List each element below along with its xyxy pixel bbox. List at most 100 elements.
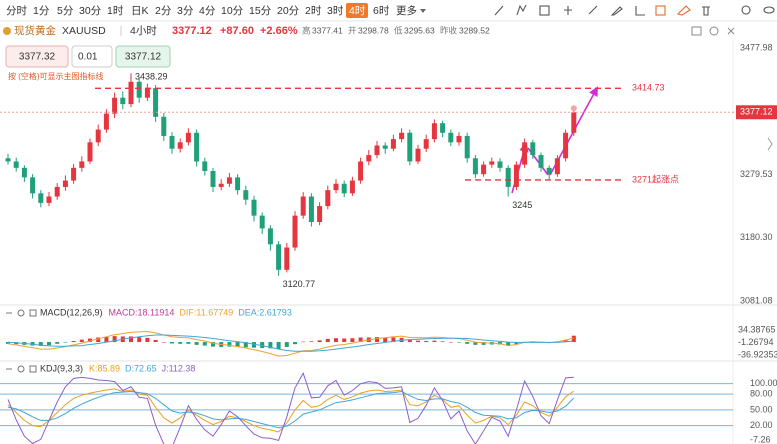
stat-value: 3298.78 xyxy=(358,25,389,35)
stat-value: 3295.63 xyxy=(404,25,435,35)
quote-field: 现货黄金 xyxy=(14,24,56,37)
macd-bar xyxy=(178,342,183,344)
stat-label: 开 xyxy=(348,25,357,35)
candle-body xyxy=(390,139,396,149)
timeframe-button[interactable]: 4分 xyxy=(199,5,216,17)
candle-body xyxy=(431,123,437,140)
candle-body xyxy=(243,190,249,200)
qty: 0.01 xyxy=(78,52,98,63)
candle-body xyxy=(358,161,364,181)
collapse[interactable] xyxy=(767,137,773,151)
macd-bar xyxy=(112,336,117,343)
candle-body xyxy=(267,228,273,245)
y-tick-label: 3180.30 xyxy=(740,232,773,242)
timeframe-button[interactable]: 1时 xyxy=(107,5,124,17)
macd-bar xyxy=(153,339,158,343)
y-tick-label: -36.92353 xyxy=(738,349,777,359)
panel-tools[interactable] xyxy=(691,26,735,36)
candle-body xyxy=(366,155,372,162)
timeframe-button[interactable]: 30分 xyxy=(79,5,102,17)
qty-box[interactable] xyxy=(71,45,113,68)
candle-body xyxy=(79,161,85,168)
timeframe-button[interactable]: 4时 xyxy=(349,5,366,17)
candle-body xyxy=(144,88,150,98)
timeframe-button[interactable]: 6时 xyxy=(373,5,390,17)
y-tick-label: 20.00 xyxy=(750,420,773,430)
macd-bar xyxy=(325,338,330,343)
candle-body xyxy=(423,139,429,149)
indicator-title: KDJ(9,3,3) xyxy=(40,363,83,373)
candle-body xyxy=(235,177,241,191)
macd-bar xyxy=(6,342,10,344)
macd-bar xyxy=(260,342,265,349)
macd-bar xyxy=(563,340,568,343)
candle-body xyxy=(513,164,519,187)
timeframe-button[interactable]: 10分 xyxy=(221,5,244,17)
timeframe-button[interactable]: 3时 xyxy=(327,5,344,17)
candle-body xyxy=(38,193,44,203)
macd-bar xyxy=(243,342,248,348)
macd-line xyxy=(7,334,574,352)
macd-bar xyxy=(194,342,199,345)
macd-bar xyxy=(358,337,363,343)
macd-bar xyxy=(407,339,412,343)
timeframe-button[interactable]: 2时 xyxy=(305,5,322,17)
candle-body xyxy=(538,155,544,168)
candle-body xyxy=(95,129,101,143)
candle-body xyxy=(308,196,314,223)
quote-field: 3377.12 xyxy=(172,25,212,37)
drawing-tools[interactable] xyxy=(494,4,775,16)
kdj-line xyxy=(7,390,575,429)
macd-bar xyxy=(375,337,379,343)
macd-bar xyxy=(301,341,306,343)
kdj-tools[interactable] xyxy=(6,365,37,373)
macd-bar xyxy=(79,339,84,343)
sell-price: 3377.32 xyxy=(19,52,56,63)
candle-body xyxy=(407,132,413,162)
timeframe-button[interactable]: 5分 xyxy=(57,5,74,17)
candle-body xyxy=(13,161,19,168)
legend-entry: D:72.65 xyxy=(125,363,157,373)
macd-tools[interactable] xyxy=(6,309,37,317)
candle-body xyxy=(341,183,347,194)
macd-bar xyxy=(571,335,576,343)
macd-bar xyxy=(38,342,43,346)
timeframe-button[interactable]: 日K xyxy=(131,5,149,17)
candle-body xyxy=(210,171,216,187)
candle-body xyxy=(546,167,552,175)
candle-body xyxy=(226,177,232,184)
last-price-label: 3377.12 xyxy=(740,107,773,117)
candle-body xyxy=(185,132,191,143)
y-tick-label: 3279.53 xyxy=(740,169,773,179)
macd-bar xyxy=(145,337,150,343)
macd-bar xyxy=(284,342,289,347)
timeframe-button[interactable]: 2分 xyxy=(155,5,172,17)
sell-box[interactable] xyxy=(5,45,69,68)
candle-body xyxy=(103,113,109,130)
macd-bar xyxy=(63,342,68,343)
macd-bar xyxy=(268,342,273,349)
quote-field: 4小时 xyxy=(130,25,157,37)
macd-bar xyxy=(506,342,511,346)
candle-body xyxy=(46,196,52,203)
timeframe-button[interactable]: 15分 xyxy=(249,5,272,17)
timeframe-button[interactable]: 分时 xyxy=(6,5,27,17)
y-tick-label: 3081.08 xyxy=(740,295,773,305)
price-annotation: 3120.77 xyxy=(283,279,316,289)
candle-body xyxy=(399,132,405,140)
timeframe-button[interactable]: 3分 xyxy=(177,5,194,17)
macd-bar xyxy=(88,338,92,343)
dropdown-caret xyxy=(420,9,426,13)
y-tick-label: 80.00 xyxy=(750,389,773,399)
candle-body xyxy=(317,206,323,223)
candle-body xyxy=(202,161,208,172)
buy-box[interactable] xyxy=(115,45,171,68)
stat-value: 3377.41 xyxy=(312,25,343,35)
timeframe-button[interactable]: 更多 xyxy=(396,4,417,17)
macd-bar xyxy=(424,341,429,343)
timeframe-button[interactable]: 1分 xyxy=(33,5,50,17)
timeframe-button[interactable]: 20分 xyxy=(277,5,300,17)
candle-body xyxy=(169,135,175,149)
candle-body xyxy=(464,135,470,159)
